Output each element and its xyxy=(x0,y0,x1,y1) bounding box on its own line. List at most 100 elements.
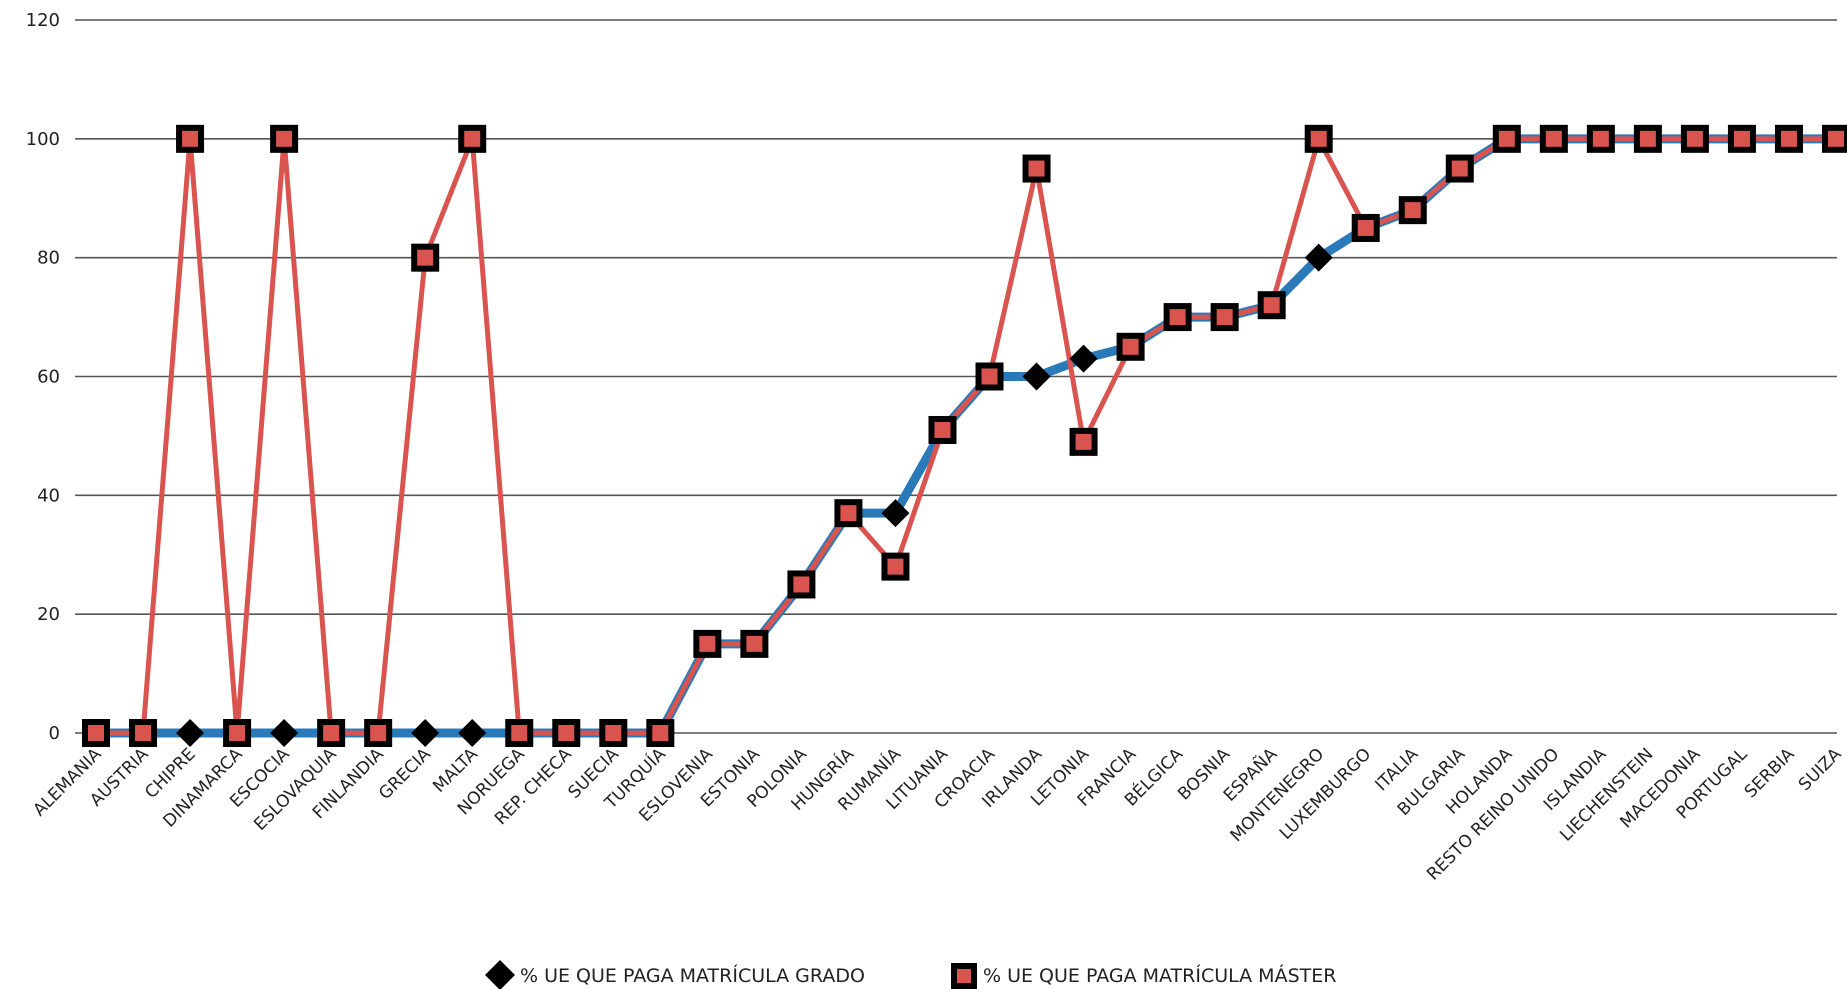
data-point-master xyxy=(1398,196,1427,225)
data-point-master-fill xyxy=(1357,219,1374,236)
data-point-master xyxy=(129,719,158,747)
series-line-master xyxy=(96,136,1836,736)
data-point-master-fill xyxy=(1592,130,1609,147)
data-point-master xyxy=(693,629,722,658)
data-point-master xyxy=(1492,124,1521,153)
data-point-master xyxy=(1727,124,1756,153)
data-point-master xyxy=(599,719,628,747)
data-point-master xyxy=(223,719,252,747)
data-point-master xyxy=(1163,303,1192,332)
data-point-master xyxy=(1539,124,1568,153)
x-axis-ticks: ALEMANIAAUSTRIACHIPREDINAMARCAESCOCIAESL… xyxy=(30,743,1846,885)
data-point-master xyxy=(1022,154,1051,183)
y-axis-ticks: 0 20 40 60 80 100 120 xyxy=(26,10,60,744)
data-point-master xyxy=(458,124,487,153)
data-point-master-fill xyxy=(887,558,904,575)
data-point-master-fill xyxy=(605,725,622,741)
legend-item-master: % UE QUE PAGA MATRÍCULA MÁSTER xyxy=(951,963,1336,989)
series-markers xyxy=(82,124,1847,747)
data-point-master xyxy=(82,719,110,747)
data-point-master-fill xyxy=(1828,130,1844,147)
data-point-master xyxy=(505,719,534,747)
y-tick-label: 20 xyxy=(37,604,60,625)
data-point-master-fill xyxy=(934,421,951,438)
data-point-master xyxy=(317,719,346,747)
data-point-master-fill xyxy=(417,249,434,266)
data-point-grado xyxy=(1304,243,1333,272)
data-point-grado xyxy=(270,719,299,747)
data-point-master xyxy=(1586,124,1615,153)
data-point-master-fill xyxy=(1498,130,1515,147)
data-point-master-fill xyxy=(1122,338,1139,355)
data-point-master-fill xyxy=(1310,130,1327,147)
data-point-master xyxy=(1116,332,1145,361)
y-tick-label: 60 xyxy=(37,367,60,388)
data-point-master-fill xyxy=(1780,130,1797,147)
data-point-master xyxy=(1633,124,1662,153)
data-point-master xyxy=(411,243,440,272)
data-point-grado xyxy=(1069,344,1098,373)
data-point-master-fill xyxy=(1545,130,1562,147)
data-point-master-fill xyxy=(182,130,199,147)
data-point-grado xyxy=(1022,362,1051,391)
data-point-master xyxy=(1774,124,1803,153)
x-tick-label: GRECIA xyxy=(375,744,435,804)
data-point-master-fill xyxy=(558,725,575,741)
data-point-master-fill xyxy=(1686,130,1703,147)
data-point-master xyxy=(176,124,205,153)
data-point-grado xyxy=(176,719,205,747)
data-point-master xyxy=(1351,213,1380,242)
data-point-master-fill xyxy=(1733,130,1750,147)
series-lines xyxy=(96,134,1836,738)
y-tick-label: 0 xyxy=(49,723,60,744)
data-point-master-fill xyxy=(981,368,998,385)
data-point-master-fill xyxy=(793,576,810,593)
data-point-master xyxy=(834,499,863,528)
data-point-master-fill xyxy=(746,635,763,652)
data-point-master-fill xyxy=(1404,202,1421,219)
x-tick-label: SUIZA xyxy=(1795,744,1846,795)
legend-label-grado: % UE QUE PAGA MATRÍCULA GRADO xyxy=(520,964,865,987)
data-point-master xyxy=(881,552,910,581)
x-tick-label: SERBIA xyxy=(1741,744,1799,802)
data-point-grado xyxy=(411,719,440,747)
data-point-master xyxy=(1445,154,1474,183)
legend-marker-diamond xyxy=(485,960,515,989)
data-point-master-fill xyxy=(276,130,293,147)
data-point-master xyxy=(646,719,675,747)
data-point-master xyxy=(552,719,581,747)
data-point-master xyxy=(1822,124,1847,153)
data-point-master xyxy=(1304,124,1333,153)
data-point-master xyxy=(740,629,769,658)
data-point-master xyxy=(928,415,957,444)
data-point-master-fill xyxy=(1639,130,1656,147)
data-point-master-fill xyxy=(370,725,387,741)
data-point-master-fill xyxy=(323,725,340,741)
data-point-master xyxy=(787,570,816,599)
series-line-grado xyxy=(96,134,1836,738)
data-point-master xyxy=(1680,124,1709,153)
data-point-master-fill xyxy=(652,725,669,741)
data-point-master-fill xyxy=(1451,160,1468,177)
data-point-master-fill xyxy=(840,505,857,522)
data-point-master-fill xyxy=(1169,309,1186,326)
legend-label-master: % UE QUE PAGA MATRÍCULA MÁSTER xyxy=(983,964,1336,987)
y-tick-label: 40 xyxy=(37,485,60,506)
grid-lines xyxy=(75,19,1837,734)
data-point-master-fill xyxy=(1216,309,1233,326)
data-point-grado xyxy=(458,719,487,747)
x-tick-label: ALEMANIA xyxy=(30,744,106,820)
y-tick-label: 80 xyxy=(37,248,60,269)
data-point-master-fill xyxy=(229,725,246,741)
data-point-master-fill xyxy=(1263,297,1280,314)
data-point-master-fill xyxy=(699,635,716,652)
data-point-master xyxy=(1069,427,1098,456)
legend-item-grado: % UE QUE PAGA MATRÍCULA GRADO xyxy=(485,960,865,989)
legend-marker-square-inner xyxy=(957,969,971,983)
data-point-master-fill xyxy=(464,130,481,147)
data-point-master xyxy=(1210,303,1239,332)
data-point-master xyxy=(364,719,393,747)
data-point-master-fill xyxy=(88,725,104,741)
data-point-master-fill xyxy=(135,725,152,741)
